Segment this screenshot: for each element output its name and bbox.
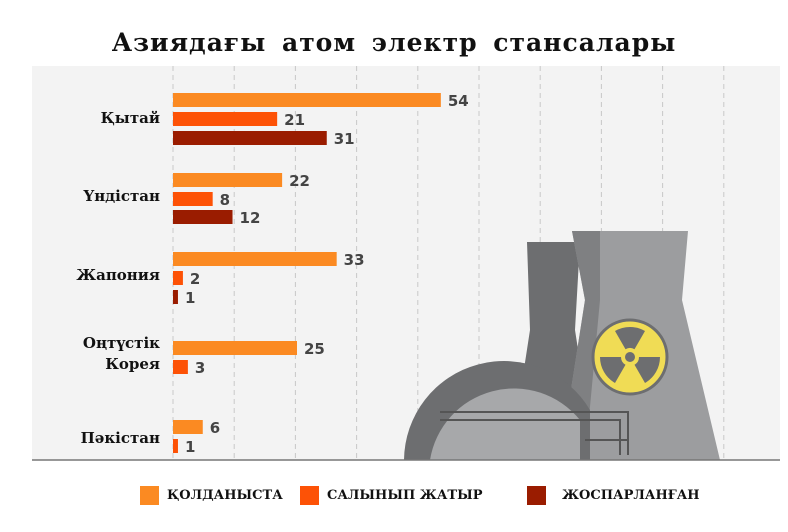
data-label: 33 <box>344 251 365 269</box>
category-label: Қытай <box>101 109 160 127</box>
legend-label: ЖОСПАРЛАНҒАН <box>562 488 700 503</box>
legend-item-planned: ЖОСПАРЛАНҒАН <box>527 486 700 505</box>
bar <box>173 173 283 187</box>
category-label: Жапония <box>76 266 160 284</box>
radiation-blade <box>600 357 626 383</box>
bar <box>173 439 178 453</box>
category-label: Оңтүстік <box>83 334 160 352</box>
bar <box>173 252 337 266</box>
category-label: Корея <box>105 355 160 373</box>
bar <box>173 192 213 206</box>
legend-swatch <box>300 486 319 505</box>
data-label: 21 <box>284 111 305 129</box>
chart-title: Азиядағы атом электр стансалары <box>111 28 677 57</box>
data-label: 1 <box>185 438 195 456</box>
data-label: 2 <box>190 270 200 288</box>
bar <box>173 420 203 434</box>
data-label: 1 <box>185 289 195 307</box>
legend-item-operating: ҚОЛДАНЫСТА <box>140 486 283 505</box>
data-label: 3 <box>195 359 205 377</box>
legend-item-under-construction: САЛЫНЫП ЖАТЫР <box>300 486 482 505</box>
bar <box>173 112 278 126</box>
pipes <box>440 411 629 455</box>
legend-swatch <box>527 486 546 505</box>
radiation-center <box>625 352 635 362</box>
data-label: 22 <box>289 172 310 190</box>
radiation-blade <box>615 327 645 350</box>
data-label: 8 <box>220 191 230 209</box>
data-label: 12 <box>240 209 261 227</box>
data-label: 6 <box>210 419 220 437</box>
radiation-blade <box>634 357 660 383</box>
bar <box>173 290 178 304</box>
bar <box>173 93 441 107</box>
category-label: Пәкістан <box>81 429 160 447</box>
legend-label: ҚОЛДАНЫСТА <box>167 488 283 503</box>
bar <box>173 271 183 285</box>
legend-label: САЛЫНЫП ЖАТЫР <box>327 488 483 503</box>
reactor-dome-light <box>430 388 580 460</box>
bar <box>173 210 233 224</box>
data-label: 25 <box>304 340 325 358</box>
bar <box>173 360 188 374</box>
category-label: Үндістан <box>82 187 160 205</box>
legend-swatch <box>140 486 159 505</box>
nuclear-plant-illustration <box>404 231 720 460</box>
data-label: 31 <box>334 130 355 148</box>
data-label: 54 <box>448 92 469 110</box>
bar <box>173 131 327 145</box>
bar <box>173 341 297 355</box>
